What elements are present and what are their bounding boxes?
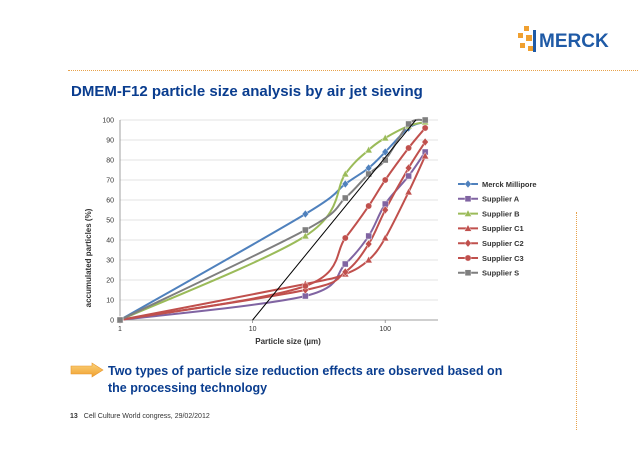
header-rule [68, 70, 638, 71]
merck-logo: MERCK [514, 22, 624, 56]
data-point [341, 267, 349, 277]
data-point [405, 163, 413, 173]
legend-label: Supplier B [482, 209, 520, 218]
data-point [365, 170, 372, 178]
data-point [116, 316, 124, 324]
legend-label: Supplier A [482, 195, 520, 204]
y-tick-label: 100 [102, 118, 114, 125]
data-point [421, 124, 429, 132]
data-point [364, 255, 373, 264]
data-point [405, 172, 412, 180]
logo-square [520, 43, 525, 48]
footer: 13 Cell Culture World congress, 29/02/201… [70, 413, 210, 420]
data-point [342, 194, 349, 202]
y-tick-label: 30 [106, 258, 114, 265]
legend-marker [464, 238, 472, 248]
data-point [365, 202, 372, 210]
data-point [365, 239, 373, 249]
data-point [405, 144, 412, 152]
data-point [405, 120, 412, 128]
legend-marker [464, 224, 472, 232]
data-point [421, 116, 429, 124]
data-point [302, 226, 309, 234]
footer-text: Cell Culture World congress, 29/02/2012 [83, 413, 210, 420]
slide-title: DMEM-F12 particle size analysis by air j… [71, 83, 423, 100]
chart-legend: Merck Millipore Supplier A Supplier B Suppl… [458, 179, 537, 278]
data-point [341, 179, 349, 189]
x-axis-label: Particle size (µm) [255, 337, 321, 346]
logo-square [533, 30, 536, 52]
data-point [302, 282, 309, 290]
conclusion-text: Two types of particle size reduction eff… [108, 363, 568, 397]
data-point [381, 176, 389, 184]
legend-label: Supplier C2 [482, 239, 524, 248]
legend-marker [464, 209, 472, 217]
x-tick-label: 100 [379, 326, 391, 333]
y-tick-label: 0 [110, 318, 114, 325]
legend-label: Supplier C1 [482, 224, 524, 233]
y-tick-label: 40 [106, 238, 114, 245]
x-tick-labels: 1 10 100 [118, 326, 391, 333]
logo-square [518, 33, 523, 38]
legend-marker [464, 179, 472, 189]
data-point [381, 133, 390, 142]
data-point [365, 232, 372, 240]
logo-square [526, 35, 532, 41]
logo-square [528, 46, 533, 51]
conclusion-line-2: the processing technology [108, 381, 268, 395]
y-tick-label: 60 [106, 198, 114, 205]
y-tick-label: 70 [106, 178, 114, 185]
data-point [421, 137, 429, 147]
right-rule [576, 212, 577, 430]
conclusion-line-1: Two types of particle size reduction eff… [108, 364, 503, 378]
arrow-icon [70, 362, 104, 378]
series-markers [116, 116, 430, 325]
x-tick-label: 1 [118, 326, 122, 333]
page-number: 13 [70, 413, 78, 420]
legend-marker [464, 254, 472, 262]
x-tick-label: 10 [249, 326, 257, 333]
data-point [421, 151, 430, 160]
y-tick-label: 20 [106, 278, 114, 285]
data-point [404, 187, 413, 196]
data-point [301, 209, 309, 219]
y-tick-label: 50 [106, 218, 114, 225]
logo-wordmark: MERCK [539, 31, 609, 52]
data-point [342, 234, 349, 242]
y-tick-label: 90 [106, 138, 114, 145]
data-point [381, 233, 390, 242]
legend-label: Supplier C3 [482, 254, 524, 263]
data-point [381, 205, 389, 215]
legend-label: Supplier S [482, 269, 519, 278]
data-point [301, 231, 310, 240]
legend-marker [464, 269, 472, 277]
y-tick-label: 10 [106, 298, 114, 305]
legend-label: Merck Millipore [482, 180, 537, 189]
data-point [342, 260, 349, 268]
data-point [341, 169, 350, 178]
annotation-line [252, 119, 417, 321]
data-point [364, 145, 373, 154]
data-point [381, 147, 389, 157]
y-tick-label: 80 [106, 158, 114, 165]
y-tick-labels: 0 10 20 30 40 50 60 70 80 90 100 [102, 118, 114, 325]
y-axis-label: accumulated particles (%) [84, 208, 93, 307]
logo-square [524, 26, 529, 31]
legend-marker [464, 195, 472, 203]
